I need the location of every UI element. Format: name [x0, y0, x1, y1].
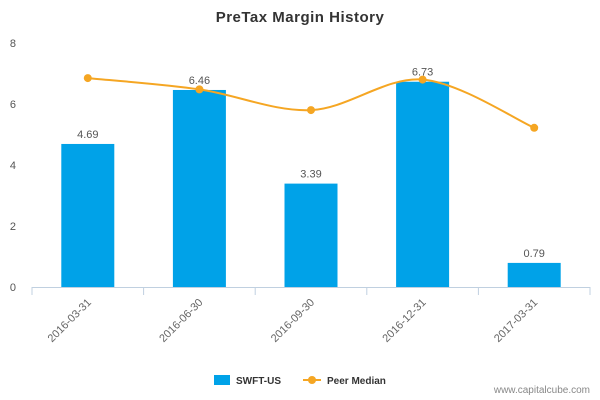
bar-swft-us [507, 262, 561, 287]
y-tick-label: 4 [10, 160, 16, 172]
bar-swft-us [284, 183, 338, 287]
y-tick-label: 0 [10, 282, 16, 294]
plot-area: 0 2 4 6 8 4.69 6.46 3.39 6.73 0.79 2016-03-31 2016-… [10, 38, 591, 345]
x-tick-label: 2016-12-31 [380, 297, 428, 345]
legend-marker-peer-median [308, 376, 316, 384]
point-peer-median [195, 85, 204, 94]
bar-swft-us [172, 89, 226, 287]
legend: SWFT-US Peer Median [214, 375, 386, 387]
x-tick-label: 2016-06-30 [157, 297, 205, 345]
chart-title: PreTax Margin History [216, 9, 385, 26]
point-peer-median [83, 74, 92, 83]
data-label-swft-us: 4.69 [77, 129, 98, 141]
data-label-swft-us: 6.73 [412, 67, 433, 79]
point-peer-median [418, 75, 427, 84]
y-tick-label: 8 [10, 38, 16, 50]
series-line-peer-median [87, 77, 535, 129]
y-tick-label: 2 [10, 221, 16, 233]
data-label-swft-us: 6.46 [189, 75, 210, 87]
point-peer-median [530, 123, 539, 132]
watermark: www.capitalcube.com [493, 385, 590, 396]
point-peer-median [307, 106, 315, 115]
data-label-swft-us: 0.79 [523, 248, 544, 260]
y-tick-label: 6 [10, 99, 16, 111]
legend-label-swft-us: SWFT-US [236, 376, 281, 387]
bar-swft-us [61, 143, 115, 287]
x-tick-label: 2017-03-31 [492, 297, 540, 345]
data-label-swft-us: 3.39 [300, 169, 321, 181]
bar-swft-us [396, 81, 450, 287]
x-tick-label: 2016-09-30 [269, 297, 317, 345]
legend-swatch-swft-us [214, 375, 230, 385]
legend-label-peer-median: Peer Median [327, 376, 386, 387]
x-tick-label: 2016-03-31 [46, 297, 94, 345]
